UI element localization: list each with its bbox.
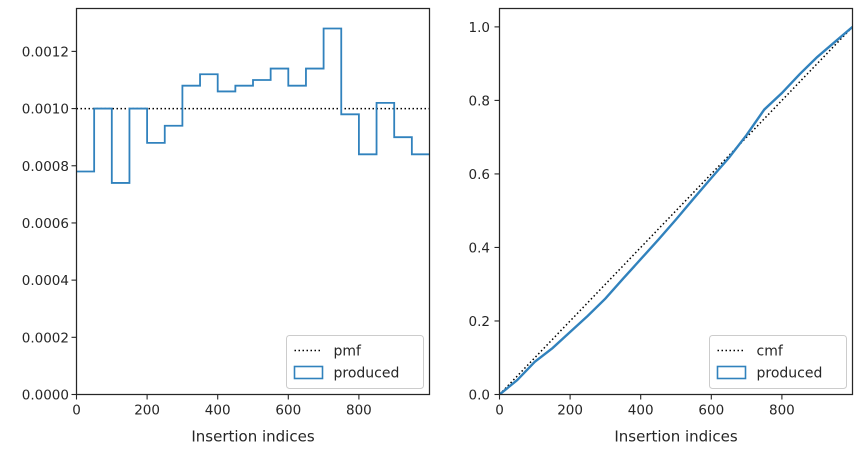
legend-produced-label: produced [334, 366, 400, 382]
series-produced-line [76, 27, 430, 184]
chart-panel-1: 0 200 400 600 800 0.0000 0.0002 0.0004 0.0006 0.0… [22, 7, 431, 446]
legend-produced-swatch [293, 365, 324, 380]
y-tick-label: 0.0004 [22, 273, 69, 289]
series-produced-line [499, 25, 853, 395]
legend-produced-label: produced [757, 366, 823, 382]
legend-box [286, 335, 424, 389]
x-tick-label: 600 [275, 403, 301, 419]
legend-cmf-label: cmf [757, 344, 784, 360]
x-tick-label: 0 [72, 403, 81, 419]
x-tick-label: 400 [628, 403, 654, 419]
x-tick-label: 800 [346, 403, 372, 419]
x-tick-label: 800 [769, 403, 795, 419]
axes-frame [498, 7, 854, 396]
reference-line-cmf [499, 26, 853, 395]
legend-box [709, 335, 847, 389]
x-axis-label: Insertion indices [191, 428, 314, 446]
legend-produced-swatch [716, 365, 747, 380]
x-axis-label: Insertion indices [614, 428, 737, 446]
x-tick-label: 200 [134, 403, 160, 419]
chart-panel-2: 0 200 400 600 800 0.0 0.2 0.4 0.6 0.8 1.0 Insertion… [469, 7, 854, 446]
y-tick-label: 0.6 [469, 167, 490, 183]
axes-frame [75, 7, 431, 396]
y-tick-label: 0.2 [469, 314, 490, 330]
y-tick-label: 1.0 [469, 20, 490, 36]
y-tick-label: 0.4 [469, 240, 490, 256]
legend: cmf produced [709, 335, 847, 389]
legend-pmf-label: pmf [334, 344, 363, 360]
y-tick-label: 0.0002 [22, 330, 69, 346]
y-tick-label: 0.0008 [22, 159, 69, 175]
x-tick-label: 400 [205, 403, 231, 419]
y-tick-label: 0.0 [469, 388, 490, 404]
y-tick-label: 0.8 [469, 93, 490, 109]
x-tick-label: 0 [495, 403, 504, 419]
x-tick-label: 200 [557, 403, 583, 419]
x-tick-label: 600 [698, 403, 724, 419]
legend: pmf produced [286, 335, 424, 389]
y-tick-label: 0.0000 [22, 388, 69, 404]
y-tick-label: 0.0012 [22, 44, 69, 60]
y-tick-label: 0.0006 [22, 216, 69, 232]
y-tick-label: 0.0010 [22, 102, 69, 118]
